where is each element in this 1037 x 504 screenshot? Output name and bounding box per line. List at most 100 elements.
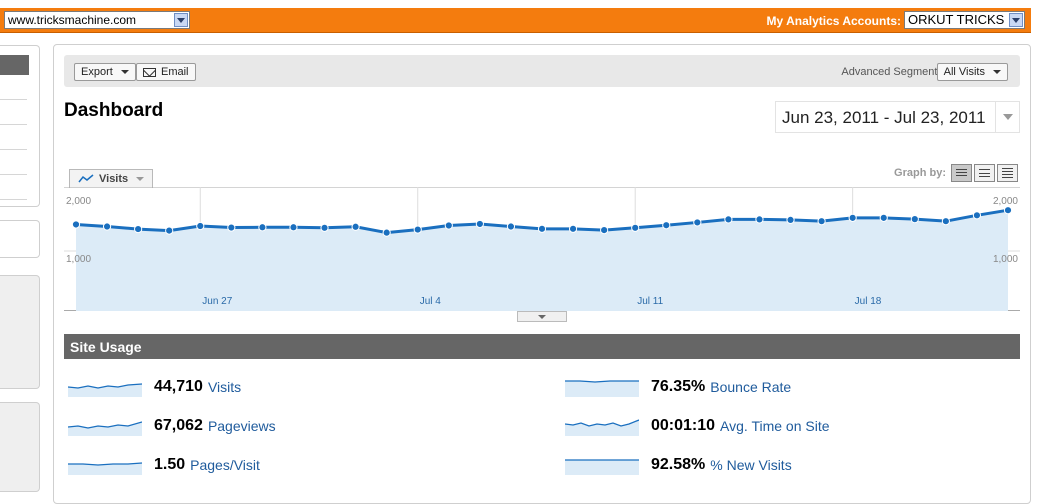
stat-label-link[interactable]: Visits bbox=[207, 379, 242, 395]
y-tick-label: 2,000 bbox=[66, 196, 91, 207]
stat-value: 44,710 bbox=[154, 378, 203, 395]
data-point[interactable] bbox=[568, 224, 578, 233]
metric-label: Visits bbox=[99, 173, 129, 185]
sidebar-nav bbox=[0, 45, 40, 207]
segments-dropdown[interactable]: All Visits bbox=[936, 63, 1008, 81]
stat-value: 00:01:10 bbox=[651, 417, 716, 434]
visits-area bbox=[76, 210, 1008, 311]
sidebar-box bbox=[0, 275, 40, 389]
stat-label-link[interactable]: Bounce Rate bbox=[710, 379, 792, 395]
stat-label-link[interactable]: % New Visits bbox=[710, 457, 792, 473]
export-button[interactable]: Export bbox=[74, 63, 136, 81]
sparkline bbox=[565, 380, 639, 397]
chevron-down-icon[interactable] bbox=[1009, 13, 1023, 27]
stat-new-visits: 92.58% % New Visits bbox=[565, 454, 792, 476]
data-point[interactable] bbox=[134, 224, 143, 234]
data-point[interactable] bbox=[320, 223, 329, 232]
data-point[interactable] bbox=[600, 225, 609, 235]
chevron-down-icon bbox=[993, 70, 1001, 74]
data-point[interactable] bbox=[910, 215, 919, 224]
data-point[interactable] bbox=[196, 221, 205, 231]
chart-collapse-button[interactable] bbox=[517, 311, 567, 322]
x-tick-label: Jul 11 bbox=[637, 296, 663, 307]
data-point[interactable] bbox=[537, 224, 547, 233]
toolbar: Export Email Advanced Segments: All Visi… bbox=[64, 55, 1020, 87]
graph-by-day-button[interactable] bbox=[951, 164, 972, 182]
site-selector[interactable]: www.tricksmachine.com bbox=[4, 11, 190, 29]
divider bbox=[0, 99, 27, 100]
sparkline bbox=[68, 383, 142, 397]
site-selector-value: www.tricksmachine.com bbox=[8, 13, 137, 27]
sidebar-active-item[interactable] bbox=[0, 55, 29, 75]
site-usage-header: Site Usage bbox=[64, 334, 1020, 359]
x-tick-label: Jul 18 bbox=[855, 296, 882, 307]
data-point[interactable] bbox=[755, 215, 764, 224]
data-point[interactable] bbox=[413, 225, 422, 234]
data-point[interactable] bbox=[786, 215, 795, 224]
data-point[interactable] bbox=[817, 217, 826, 226]
email-label: Email bbox=[161, 66, 189, 78]
chevron-down-icon bbox=[136, 177, 145, 181]
sparkline bbox=[68, 462, 142, 475]
account-selector[interactable]: ORKUT TRICKS bbox=[904, 11, 1025, 29]
divider bbox=[0, 149, 27, 150]
chevron-down-icon[interactable] bbox=[174, 13, 188, 27]
graph-by-week-button[interactable] bbox=[974, 164, 995, 182]
y-tick-label: 1,000 bbox=[993, 254, 1018, 265]
data-point[interactable] bbox=[227, 223, 236, 232]
data-point[interactable] bbox=[258, 223, 267, 232]
sparkline bbox=[565, 419, 639, 436]
account-selector-value: ORKUT TRICKS bbox=[908, 12, 1005, 27]
x-tick-label: Jun 27 bbox=[202, 296, 232, 307]
metric-selector[interactable]: Visits bbox=[69, 169, 153, 188]
dashboard-panel: Export Email Advanced Segments: All Visi… bbox=[53, 44, 1031, 504]
date-range-picker[interactable]: Jun 23, 2011 - Jul 23, 2011 bbox=[775, 101, 1020, 133]
accounts-label: My Analytics Accounts: bbox=[766, 14, 901, 28]
date-range-value: Jun 23, 2011 - Jul 23, 2011 bbox=[782, 108, 986, 127]
stat-label-link[interactable]: Pages/Visit bbox=[190, 457, 260, 473]
graph-by-label: Graph by: bbox=[894, 167, 946, 179]
data-point[interactable] bbox=[475, 219, 484, 229]
stat-value: 1.50 bbox=[154, 456, 186, 473]
email-button[interactable]: Email bbox=[136, 63, 196, 81]
x-tick-label: Jul 4 bbox=[420, 296, 442, 307]
visits-chart[interactable]: 2,000 1,000 2,000 1,000 Jun 27 Jul 4 Jul 11 Jul… bbox=[64, 187, 1020, 311]
data-point[interactable] bbox=[71, 220, 81, 229]
data-point[interactable] bbox=[102, 222, 112, 231]
data-point[interactable] bbox=[351, 222, 360, 231]
data-point[interactable] bbox=[289, 223, 298, 232]
data-point[interactable] bbox=[631, 223, 640, 232]
data-point[interactable] bbox=[972, 211, 982, 220]
y-tick-label: 1,000 bbox=[66, 254, 91, 265]
mail-icon bbox=[143, 67, 156, 77]
stat-pages-per-visit: 1.50 Pages/Visit bbox=[68, 454, 260, 476]
line-chart-icon bbox=[78, 174, 94, 183]
page-title: Dashboard bbox=[64, 100, 164, 121]
export-label: Export bbox=[81, 66, 113, 78]
stat-value: 76.35% bbox=[651, 378, 706, 395]
sidebar-box bbox=[0, 402, 40, 492]
sparkline bbox=[68, 421, 142, 436]
stat-label-link[interactable]: Avg. Time on Site bbox=[720, 418, 830, 434]
data-point[interactable] bbox=[444, 221, 453, 230]
data-point[interactable] bbox=[1003, 206, 1013, 215]
data-point[interactable] bbox=[693, 218, 702, 227]
data-point[interactable] bbox=[724, 215, 733, 224]
data-point[interactable] bbox=[506, 222, 516, 231]
stat-pageviews: 67,062 Pageviews bbox=[68, 415, 276, 437]
graph-by-month-button[interactable] bbox=[997, 164, 1018, 182]
stat-value: 67,062 bbox=[154, 417, 203, 434]
data-point[interactable] bbox=[165, 226, 174, 235]
data-point[interactable] bbox=[662, 221, 671, 230]
stat-label-link[interactable]: Pageviews bbox=[207, 418, 276, 434]
divider bbox=[0, 174, 27, 175]
stat-bounce-rate: 76.35% Bounce Rate bbox=[565, 376, 791, 398]
data-point[interactable] bbox=[848, 213, 857, 222]
data-point[interactable] bbox=[879, 213, 888, 222]
data-point[interactable] bbox=[941, 217, 950, 226]
top-bar: www.tricksmachine.com My Analytics Accou… bbox=[0, 8, 1031, 33]
data-point[interactable] bbox=[382, 228, 391, 237]
chevron-down-icon[interactable] bbox=[995, 102, 1019, 132]
sidebar-box bbox=[0, 220, 40, 258]
y-tick-label: 2,000 bbox=[993, 196, 1018, 207]
